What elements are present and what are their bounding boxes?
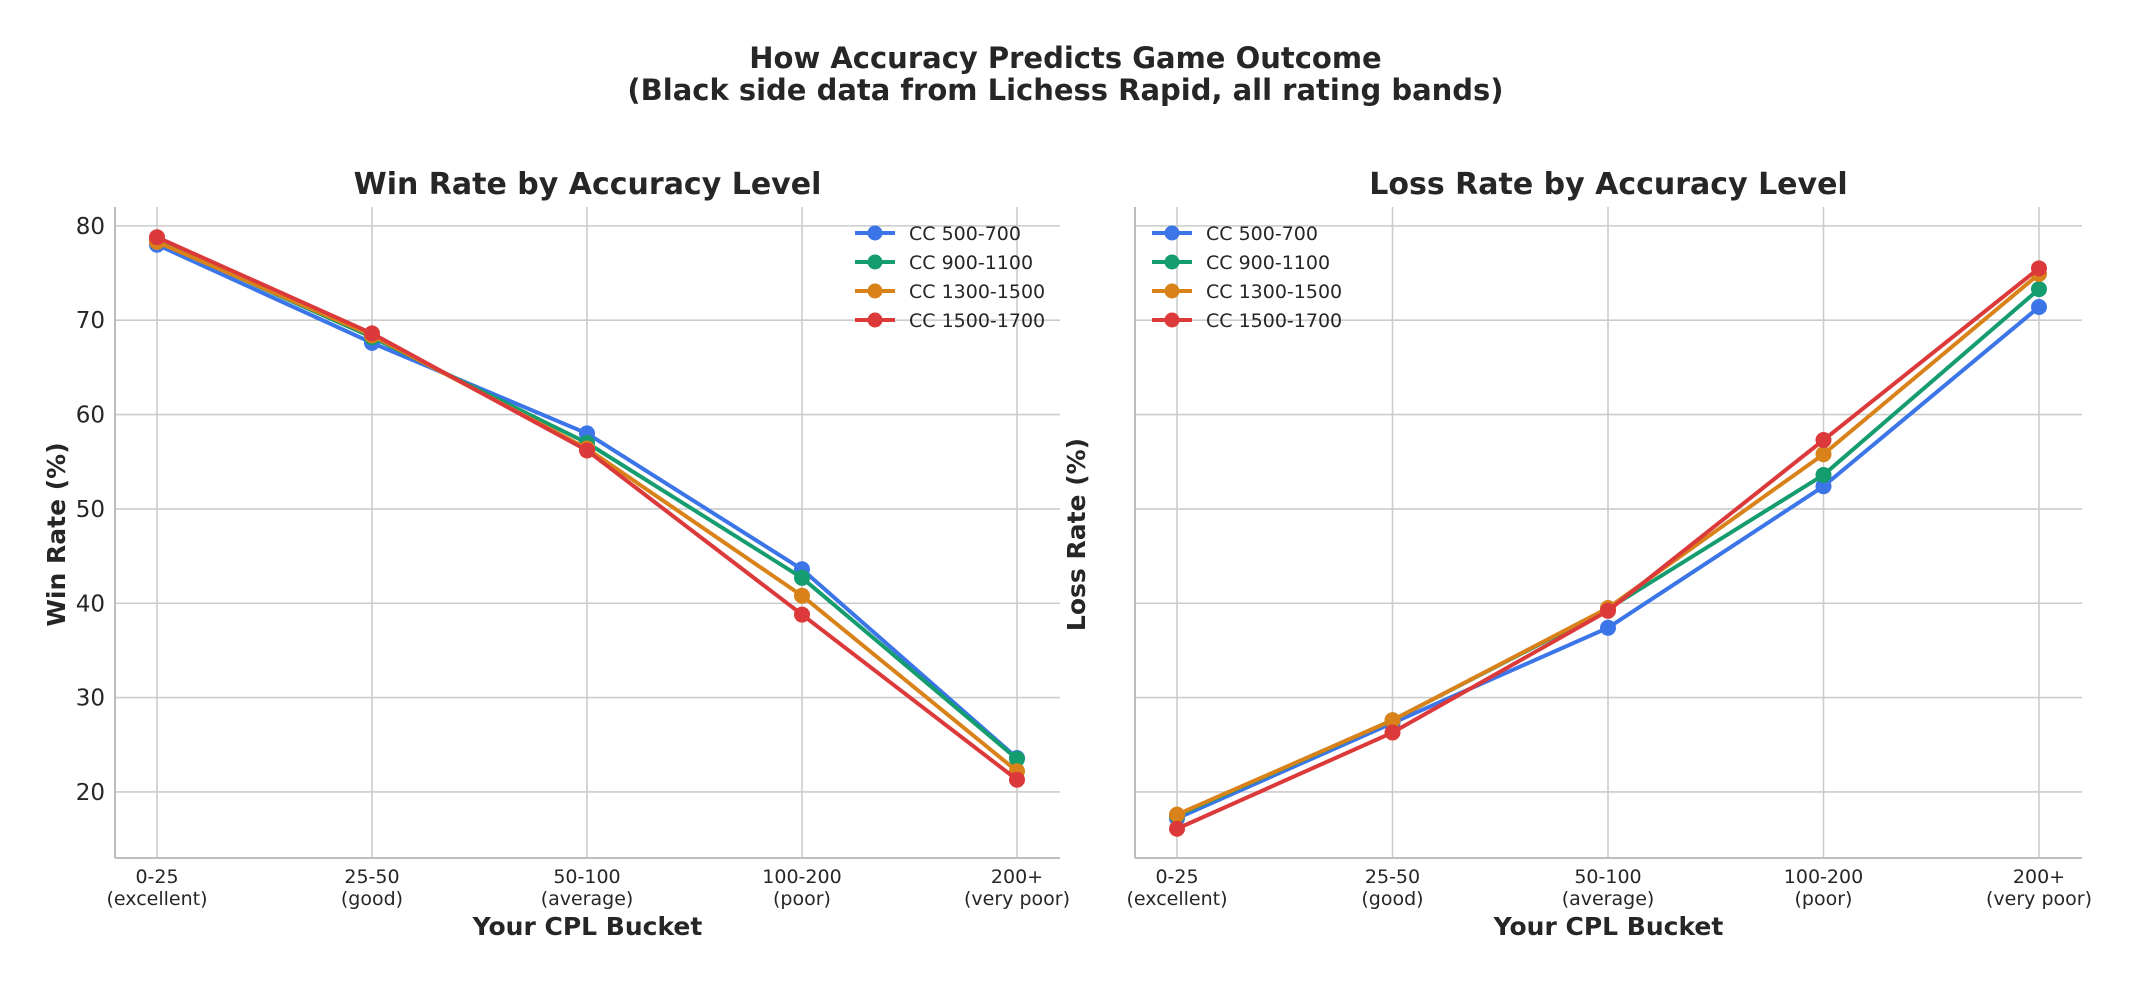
figure-title-line-2: (Black side data from Lichess Rapid, all… xyxy=(627,73,1504,107)
legend-marker xyxy=(1164,254,1180,270)
y-tick-label: 30 xyxy=(76,686,105,712)
x-tick-label: 0-25 (excellent) xyxy=(1127,866,1228,910)
legend-marker xyxy=(867,225,883,241)
data-point xyxy=(1600,602,1616,619)
x-tick-label-line: (poor) xyxy=(1795,888,1853,910)
data-point xyxy=(794,587,810,604)
data-point xyxy=(2031,281,2047,298)
data-point xyxy=(364,325,380,342)
legend-label: CC 900-1100 xyxy=(909,252,1033,274)
x-tick-label-line: 100-200 xyxy=(762,866,841,888)
figure-title-line-1: How Accuracy Predicts Game Outcome xyxy=(749,41,1382,75)
data-point xyxy=(1815,446,1832,463)
data-point xyxy=(1169,820,1185,837)
x-tick-label-line: (good) xyxy=(1361,888,1423,910)
x-tick-label: 100-200 (poor) xyxy=(762,866,841,910)
data-point xyxy=(1384,724,1401,741)
x-tick-label-line: 25-50 xyxy=(344,866,399,888)
legend-marker xyxy=(1164,283,1180,299)
x-tick-label: 50-100 (average) xyxy=(541,866,634,910)
x-tick-label: 25-50 (good) xyxy=(1361,866,1423,910)
y-axis-title: Win Rate (%) xyxy=(42,442,71,626)
legend-label: CC 1300-1500 xyxy=(909,281,1045,303)
x-tick-label: 0-25 (excellent) xyxy=(107,866,208,910)
chart-title: Win Rate by Accuracy Level xyxy=(354,167,822,202)
y-tick-label: 40 xyxy=(76,591,105,617)
data-point xyxy=(149,229,165,246)
legend-marker xyxy=(867,312,883,328)
x-tick-label-line: 25-50 xyxy=(1365,866,1420,888)
data-point xyxy=(794,569,810,586)
chart-title: Loss Rate by Accuracy Level xyxy=(1369,167,1847,202)
win-rate-chart: 20 30 40 50 60 70 80 0-25 (excellent) 25-50 (good)… xyxy=(42,167,1070,941)
data-point xyxy=(1600,619,1616,636)
legend-marker xyxy=(1164,312,1180,328)
x-tick-label-line: (poor) xyxy=(773,888,831,910)
data-point xyxy=(2031,260,2047,277)
x-tick-label: 25-50 (good) xyxy=(341,866,403,910)
x-tick-label-line: 50-100 xyxy=(553,866,620,888)
legend-label: CC 1300-1500 xyxy=(1206,281,1342,303)
x-tick-label-line: (very poor) xyxy=(964,888,1070,910)
y-tick-label: 70 xyxy=(76,308,105,334)
data-point xyxy=(794,606,810,623)
legend-marker xyxy=(1164,225,1180,241)
x-tick-label-line: (average) xyxy=(541,888,634,910)
y-tick-label: 80 xyxy=(76,214,105,240)
x-tick-label: 200+ (very poor) xyxy=(1986,866,2092,910)
x-tick-label-line: (average) xyxy=(1562,888,1655,910)
y-axis-title: Loss Rate (%) xyxy=(1062,438,1091,631)
y-tick-label: 50 xyxy=(76,497,105,523)
legend-label: CC 1500-1700 xyxy=(909,310,1045,332)
x-tick-label-line: 0-25 xyxy=(135,866,178,888)
x-tick-label-line: 100-200 xyxy=(1784,866,1863,888)
legend: CC 500-700 CC 900-1100 CC 1300-1500 CC 1500… xyxy=(1152,223,1342,332)
data-point xyxy=(579,442,595,459)
legend-marker xyxy=(867,283,883,299)
x-tick-label: 200+ (very poor) xyxy=(964,866,1070,910)
x-tick-label: 50-100 (average) xyxy=(1562,866,1655,910)
data-point xyxy=(2031,299,2047,316)
x-tick-label-line: (excellent) xyxy=(107,888,208,910)
loss-rate-chart: 0-25 (excellent) 25-50 (good) 50-100 (average… xyxy=(1062,167,2092,941)
legend-label: CC 1500-1700 xyxy=(1206,310,1342,332)
x-tick-label-line: 50-100 xyxy=(1574,866,1641,888)
data-point xyxy=(1169,806,1185,823)
data-point xyxy=(1009,771,1025,788)
legend-label: CC 500-700 xyxy=(1206,223,1318,245)
data-point xyxy=(1815,466,1832,483)
x-tick-label-line: (excellent) xyxy=(1127,888,1228,910)
x-tick-label-line: (good) xyxy=(341,888,403,910)
legend-label: CC 900-1100 xyxy=(1206,252,1330,274)
legend: CC 500-700 CC 900-1100 CC 1300-1500 CC 1500… xyxy=(855,223,1045,332)
x-tick-label-line: (very poor) xyxy=(1986,888,2092,910)
data-point xyxy=(1815,432,1832,449)
y-tick-label: 20 xyxy=(76,780,105,806)
x-axis-title: Your CPL Bucket xyxy=(1493,912,1724,941)
x-axis-title: Your CPL Bucket xyxy=(472,912,703,941)
x-tick-label-line: 0-25 xyxy=(1155,866,1198,888)
legend-label: CC 500-700 xyxy=(909,223,1021,245)
legend-marker xyxy=(867,254,883,270)
y-tick-label: 60 xyxy=(76,403,105,429)
x-tick-label: 100-200 (poor) xyxy=(1784,866,1863,910)
x-tick-label-line: 200+ xyxy=(991,866,1043,888)
x-tick-label-line: 200+ xyxy=(2013,866,2065,888)
